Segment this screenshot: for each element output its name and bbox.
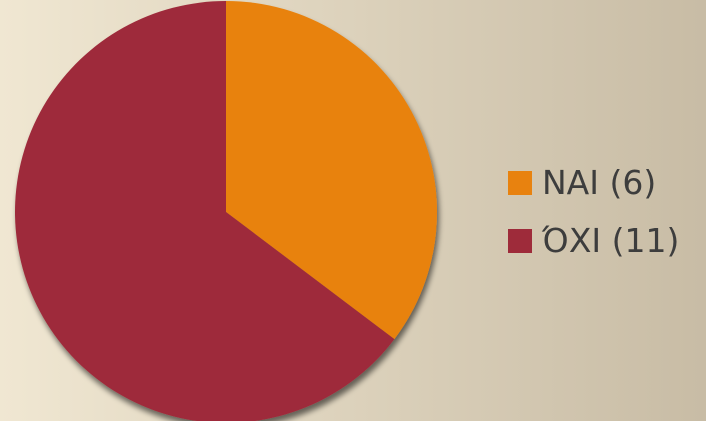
legend-entry-oxi: ΌΧΙ (11) [508, 222, 703, 260]
legend-label-nai: NAI (6) [542, 163, 657, 202]
pie-slice-nai [226, 1, 437, 340]
legend-swatch-oxi [508, 229, 532, 253]
legend-label-oxi: ΌΧΙ (11) [542, 221, 680, 260]
legend-swatch-nai [508, 171, 532, 195]
pie-slices [15, 1, 437, 423]
pie-slice-oxi [15, 1, 395, 423]
legend-entry-nai: NAI (6) [508, 164, 703, 202]
chart-legend: NAI (6) ΌΧΙ (11) [508, 164, 703, 280]
